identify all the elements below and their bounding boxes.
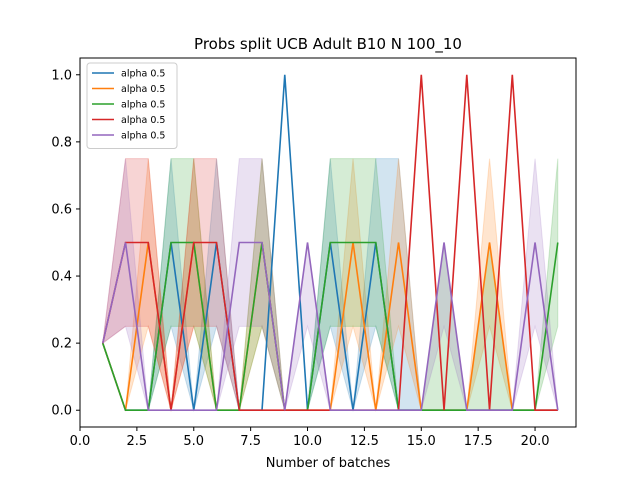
plot-area bbox=[101, 74, 559, 413]
chart-title: Probs split UCB Adult B10 N 100_10 bbox=[194, 35, 462, 54]
x-axis-label: Number of batches bbox=[266, 456, 391, 471]
y-axis: 0.0 0.2 0.4 0.6 0.8 1.0 bbox=[51, 68, 80, 419]
y-tick-label: 0.2 bbox=[51, 337, 72, 352]
legend-entry: alpha 0.5 bbox=[121, 131, 165, 142]
x-axis: 0.0 2.5 5.0 7.5 10.0 12.5 15.0 17.5 20.0 bbox=[70, 427, 550, 449]
x-tick-label: 2.5 bbox=[127, 434, 148, 449]
x-tick-label: 5.0 bbox=[183, 434, 204, 449]
x-tick-label: 0.0 bbox=[70, 434, 91, 449]
legend-entry: alpha 0.5 bbox=[121, 69, 165, 80]
y-tick-label: 0.0 bbox=[51, 404, 72, 419]
x-tick-label: 20.0 bbox=[521, 434, 550, 449]
plot-frame bbox=[79, 57, 577, 428]
x-tick-label: 10.0 bbox=[293, 434, 322, 449]
y-tick-label: 0.4 bbox=[51, 270, 72, 285]
x-tick-label: 12.5 bbox=[350, 434, 379, 449]
legend-entry: alpha 0.5 bbox=[121, 84, 165, 95]
legend-box bbox=[86, 62, 178, 149]
y-tick-label: 0.8 bbox=[51, 135, 72, 150]
x-tick-label: 15.0 bbox=[407, 434, 436, 449]
legend: alpha 0.5 alpha 0.5 alpha 0.5 alpha 0.5 alph… bbox=[86, 62, 178, 149]
y-tick-label: 0.6 bbox=[51, 202, 72, 217]
y-tick-label: 1.0 bbox=[51, 68, 72, 83]
x-tick-label: 7.5 bbox=[240, 434, 261, 449]
legend-entry: alpha 0.5 bbox=[121, 100, 165, 111]
series-5-line bbox=[101, 241, 559, 412]
series-lines bbox=[101, 74, 559, 412]
x-tick-label: 17.5 bbox=[464, 434, 493, 449]
legend-entry: alpha 0.5 bbox=[121, 115, 165, 126]
